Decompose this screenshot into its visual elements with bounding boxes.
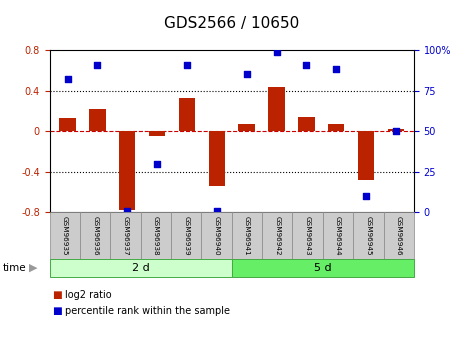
Point	[183, 62, 191, 67]
Point	[362, 193, 370, 199]
Point	[213, 208, 220, 213]
Bar	[298, 117, 315, 131]
Text: GSM96939: GSM96939	[183, 216, 189, 255]
Text: 2 d: 2 d	[132, 263, 149, 273]
Text: GSM96938: GSM96938	[153, 216, 159, 255]
Bar	[238, 124, 255, 131]
Bar	[119, 131, 135, 210]
Text: GSM96946: GSM96946	[396, 216, 402, 255]
Point	[153, 161, 161, 166]
Point	[123, 208, 131, 213]
Text: log2 ratio: log2 ratio	[65, 290, 112, 300]
Point	[243, 72, 251, 77]
Text: GSM96937: GSM96937	[123, 216, 129, 255]
Point	[273, 49, 280, 55]
Bar	[60, 118, 76, 131]
Bar	[149, 131, 166, 136]
Point	[392, 128, 400, 134]
Point	[333, 67, 340, 72]
Bar	[358, 131, 374, 180]
Text: GSM96942: GSM96942	[274, 216, 280, 255]
Text: GDS2566 / 10650: GDS2566 / 10650	[164, 16, 299, 31]
Bar	[388, 129, 404, 131]
Text: GSM96935: GSM96935	[62, 216, 68, 255]
Point	[94, 62, 101, 67]
Point	[64, 77, 71, 82]
Bar	[268, 87, 285, 131]
Point	[303, 62, 310, 67]
Text: GSM96945: GSM96945	[365, 216, 371, 255]
Text: GSM96941: GSM96941	[244, 216, 250, 255]
Text: ■: ■	[52, 290, 62, 300]
Text: GSM96936: GSM96936	[92, 216, 98, 255]
Text: GSM96943: GSM96943	[305, 216, 311, 255]
Bar	[209, 131, 225, 186]
Bar	[179, 98, 195, 131]
Text: ▶: ▶	[29, 263, 38, 273]
Text: 5 d: 5 d	[314, 263, 332, 273]
Text: percentile rank within the sample: percentile rank within the sample	[65, 306, 230, 316]
Text: GSM96944: GSM96944	[335, 216, 341, 255]
Bar	[328, 124, 344, 131]
Text: ■: ■	[52, 306, 62, 316]
Text: GSM96940: GSM96940	[214, 216, 219, 255]
Text: time: time	[2, 263, 26, 273]
Bar	[89, 109, 105, 131]
